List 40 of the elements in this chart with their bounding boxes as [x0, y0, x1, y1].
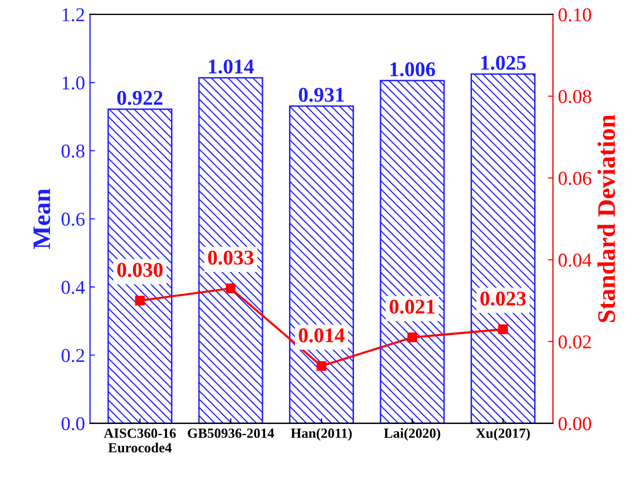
bar	[289, 105, 354, 424]
point	[407, 332, 418, 342]
bar	[107, 108, 172, 424]
data-label: 0.033	[208, 250, 254, 265]
point	[498, 324, 508, 334]
y2-tick-label: 0.00	[558, 417, 592, 430]
data-label: 1.014	[208, 60, 254, 74]
x-tick-label: Lai(2020)	[384, 428, 440, 441]
data-label: 0.014	[298, 328, 345, 342]
y-tick-label: 1.2	[62, 8, 84, 22]
x-tick-label: Han(2011)	[290, 428, 352, 441]
y2-tick-label: 0.02	[558, 335, 591, 349]
y-tick-label: 0.2	[62, 348, 84, 362]
x-tick-label: GB50936-2014	[188, 428, 274, 438]
bar	[470, 73, 536, 424]
y-tick-label: 1.0	[62, 76, 84, 90]
point	[316, 361, 326, 371]
x-tick-label: Xu(2017)	[476, 428, 530, 441]
point	[135, 296, 145, 306]
y2-tick-label: 0.10	[558, 8, 592, 22]
bar	[198, 77, 264, 424]
data-label: 0.023	[480, 292, 526, 306]
y2-axis-title: Standard Deviation	[597, 114, 616, 322]
data-label: 1.006	[390, 62, 436, 76]
data-label: 0.030	[117, 262, 163, 278]
y2-tick-label: 0.06	[558, 172, 592, 185]
x-tick-label: AISC360-16 Eurocode4	[104, 428, 176, 452]
y-tick-label: 0.0	[62, 417, 84, 430]
data-label: 0.021	[390, 300, 435, 314]
y-tick-label: 0.6	[62, 212, 85, 226]
y-axis-title: Mean	[34, 188, 50, 249]
data-label: 1.025	[481, 56, 526, 70]
y2-tick-label: 0.04	[558, 254, 592, 267]
y2-tick-label: 0.08	[558, 90, 592, 104]
bar	[380, 80, 445, 424]
data-label: 0.922	[117, 90, 162, 106]
y-tick-label: 0.4	[62, 280, 85, 294]
data-label: 0.931	[298, 88, 344, 102]
y-tick-label: 0.8	[62, 144, 84, 158]
point	[226, 284, 236, 294]
